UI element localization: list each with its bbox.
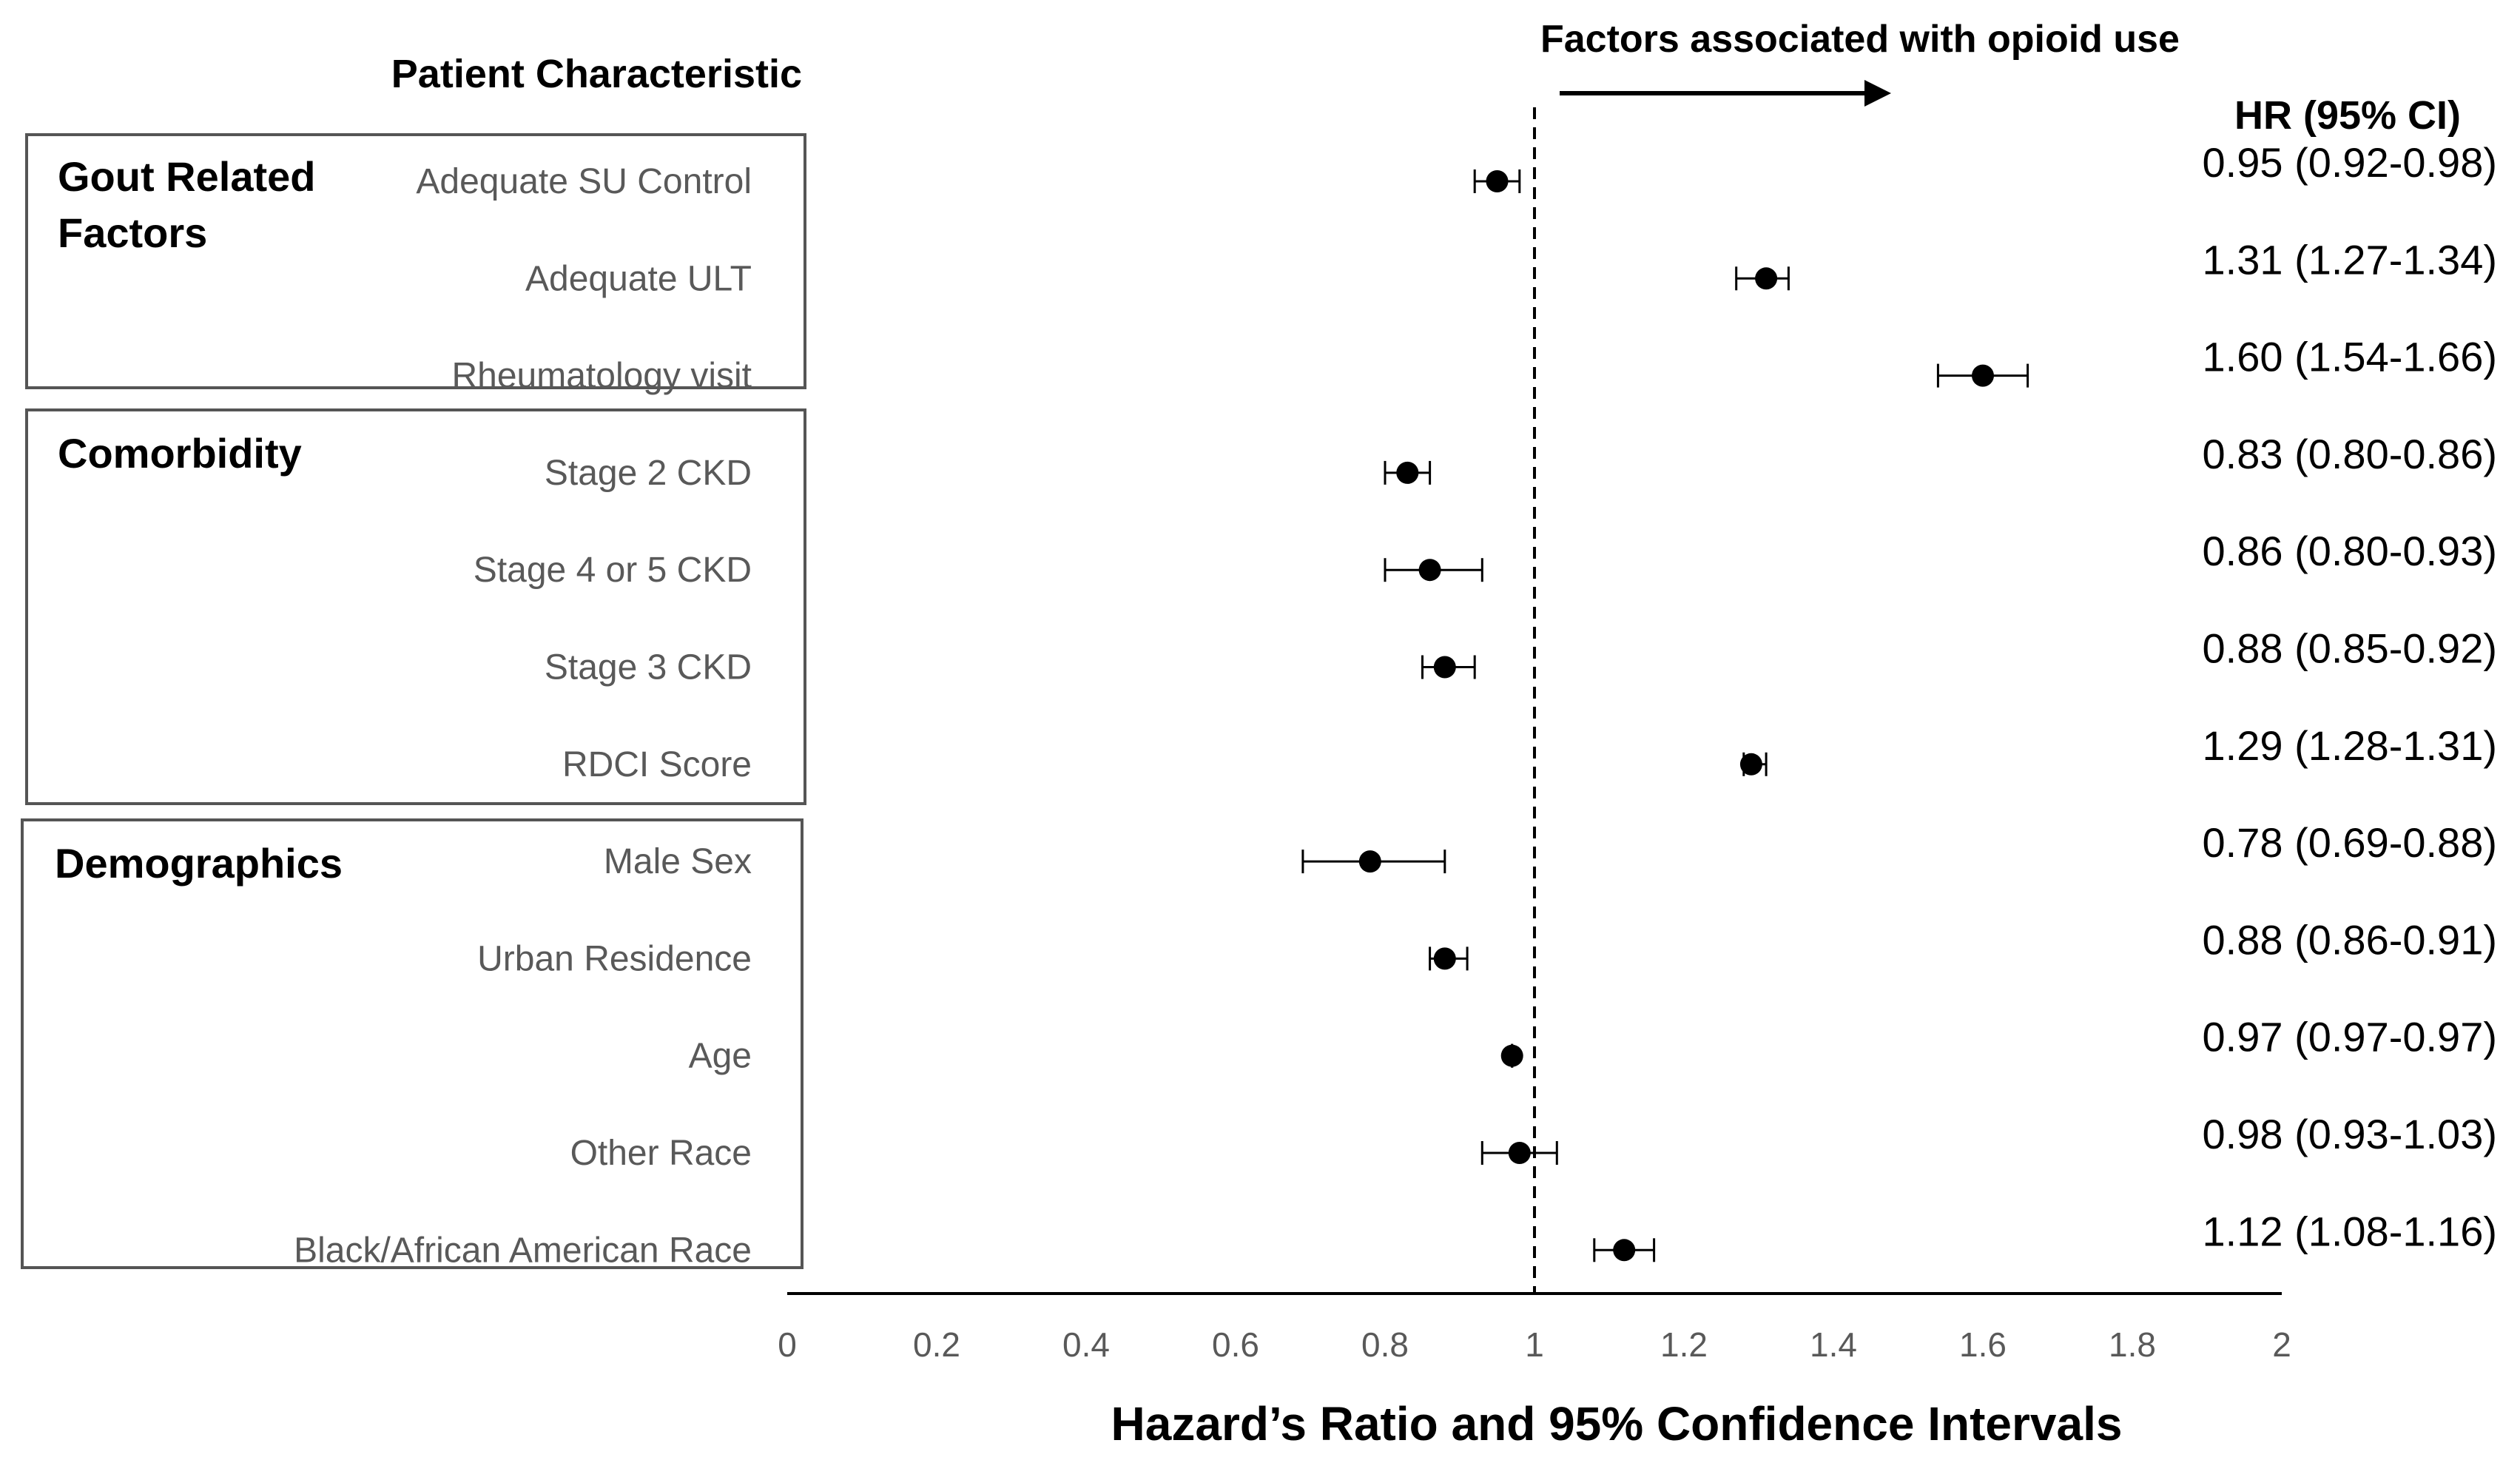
group-box-demographics (21, 818, 803, 1269)
confidence-intervals (1301, 169, 2029, 1262)
point-male-sex (1358, 850, 1381, 873)
right-header: HR (95% CI) (2234, 93, 2461, 138)
x-axis: 0 0.2 0.4 0.6 0.8 1 1.2 1.4 1.6 1.8 2 (778, 1292, 2291, 1364)
row-label-rheumatology-visit: Rheumatology visit (451, 357, 752, 396)
hr-text-age: 0.97 (0.97-0.97) (2203, 1014, 2497, 1060)
point-age (1500, 1044, 1523, 1067)
row-label-stage-3-ckd: Stage 3 CKD (545, 648, 752, 687)
point-rdci-score (1739, 753, 1762, 776)
point-stage-4-or-5-ckd (1418, 559, 1441, 582)
annotation-arrow (1560, 80, 1891, 107)
annotation: Factors associated with opioid use (1540, 18, 2180, 61)
hr-text-urban-residence: 0.88 (0.86-0.91) (2203, 916, 2497, 963)
x-axis-label: Hazard’s Ratio and 95% Confidence Interv… (1111, 1397, 2123, 1450)
hr-text-male-sex: 0.78 (0.69-0.88) (2203, 819, 2497, 866)
x-tick-label: 0.2 (913, 1325, 960, 1364)
point-rheumatology-visit (1972, 364, 1994, 387)
hr-text-rheumatology-visit: 1.60 (1.54-1.66) (2203, 334, 2497, 380)
x-tick-label: 1.6 (1959, 1325, 2007, 1364)
group-box-gout-related-factors (25, 133, 806, 389)
hr-text-adequate-ult: 1.31 (1.27-1.34) (2203, 236, 2497, 283)
x-tick-label: 0.4 (1062, 1325, 1110, 1364)
point-urban-residence (1433, 947, 1456, 970)
x-tick-label: 1.8 (2109, 1325, 2156, 1364)
x-tick-label: 1.2 (1660, 1325, 1708, 1364)
row-label-age: Age (689, 1037, 752, 1076)
x-tick-label: 2 (2272, 1325, 2291, 1364)
group-box-comorbidity (25, 408, 806, 805)
row-label-stage-4-or-5-ckd: Stage 4 or 5 CKD (474, 551, 752, 590)
point-stage-2-ckd (1396, 461, 1419, 484)
row-label-rdci-score: RDCI Score (562, 745, 752, 784)
hazard-ratio-points (1358, 170, 1994, 1262)
x-tick-label: 1 (1525, 1325, 1544, 1364)
hr-text-stage-2-ckd: 0.83 (0.80-0.86) (2203, 431, 2497, 477)
point-stage-3-ckd (1433, 656, 1456, 679)
row-label-stage-2-ckd: Stage 2 CKD (545, 454, 752, 493)
point-adequate-su-control (1486, 170, 1509, 192)
hr-text-stage-4-or-5-ckd: 0.86 (0.80-0.93) (2203, 528, 2497, 574)
point-black-african-american-race (1613, 1239, 1636, 1262)
x-tick-label: 0 (778, 1325, 797, 1364)
row-label-other-race: Other Race (570, 1134, 752, 1173)
hr-values: 0.95 (0.92-0.98) 1.31 (1.27-1.34) 1.60 (1.… (2203, 139, 2497, 1254)
row-labels: Adequate SU Control Adequate ULT Rheumatol… (294, 162, 752, 1270)
row-label-urban-residence: Urban Residence (477, 939, 752, 978)
point-other-race (1508, 1142, 1531, 1164)
row-label-male-sex: Male Sex (604, 842, 752, 881)
left-header: Patient Characteristic (391, 52, 802, 96)
group-boxes: Gout Related Factors Comorbidity Demographi… (21, 133, 806, 1269)
point-adequate-ult (1755, 267, 1778, 290)
hr-text-stage-3-ckd: 0.88 (0.85-0.92) (2203, 625, 2497, 672)
group-title-demographics: Demographics (55, 840, 343, 887)
x-tick-label: 0.8 (1361, 1325, 1409, 1364)
hr-text-rdci-score: 1.29 (1.28-1.31) (2203, 722, 2497, 769)
row-label-black-african-american-race: Black/African American Race (294, 1231, 752, 1270)
group-title-gout-related-factors: Gout Related Factors (58, 153, 315, 256)
group-title-comorbidity: Comorbidity (58, 430, 302, 477)
hr-text-black-african-american-race: 1.12 (1.08-1.16) (2203, 1208, 2497, 1254)
row-label-adequate-ult: Adequate ULT (525, 259, 752, 298)
x-tick-label: 0.6 (1212, 1325, 1259, 1364)
x-tick-label: 1.4 (1810, 1325, 1857, 1364)
hr-text-adequate-su-control: 0.95 (0.92-0.98) (2203, 139, 2497, 186)
row-label-adequate-su-control: Adequate SU Control (416, 162, 752, 201)
hr-text-other-race: 0.98 (0.93-1.03) (2203, 1111, 2497, 1157)
